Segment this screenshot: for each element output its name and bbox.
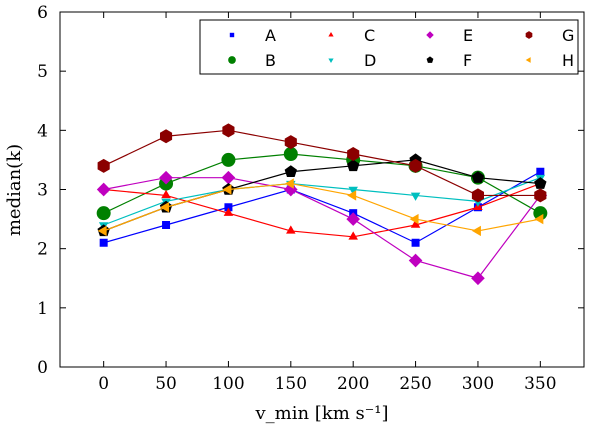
- data-point-g: [159, 129, 173, 144]
- series-g: [97, 123, 547, 203]
- data-point-g: [409, 158, 422, 173]
- legend-item-c: C: [328, 26, 375, 45]
- data-point-b: [96, 206, 111, 221]
- x-tick-label: 50: [155, 374, 177, 394]
- legend-box: [199, 19, 579, 75]
- y-tick-label: 4: [37, 121, 48, 141]
- data-point-f: [471, 171, 485, 183]
- legend-item-g: G: [525, 26, 574, 45]
- series-line-d: [103, 177, 541, 226]
- series-h: [97, 178, 544, 237]
- y-tick-label: 3: [37, 181, 48, 201]
- legend-item-f: F: [426, 51, 472, 70]
- legend-label-d: D: [364, 51, 376, 70]
- x-tick-label: 150: [275, 374, 307, 394]
- series-line-a: [103, 171, 541, 244]
- legend-label-a: A: [265, 26, 276, 45]
- data-point-a: [224, 203, 233, 212]
- data-point-b: [283, 147, 298, 161]
- legend-label-e: E: [463, 26, 473, 45]
- data-point-d: [348, 186, 358, 195]
- y-tick-label: 1: [37, 299, 48, 319]
- data-point-c: [286, 225, 296, 234]
- data-point-c: [223, 207, 234, 216]
- legend-label-f: F: [463, 51, 472, 70]
- legend-item-b: B: [228, 51, 276, 70]
- legend-marker-d: [328, 58, 334, 64]
- x-tick-label: 300: [462, 374, 494, 394]
- data-point-e: [283, 182, 298, 197]
- x-tick-label: 350: [524, 374, 556, 394]
- data-point-a: [536, 167, 545, 176]
- y-tick-label: 0: [37, 358, 48, 378]
- x-tick-label: 200: [337, 374, 369, 394]
- data-point-g: [222, 123, 235, 138]
- legend-item-e: E: [426, 26, 473, 45]
- data-point-c: [348, 231, 358, 240]
- x-tick-label: 100: [212, 374, 244, 394]
- legend-marker-b: [228, 56, 236, 64]
- data-point-a: [99, 238, 108, 247]
- data-point-c: [410, 219, 421, 228]
- data-point-e: [346, 212, 361, 226]
- legend-label-g: G: [562, 26, 574, 45]
- y-tick-label: 5: [37, 62, 48, 82]
- data-point-g: [347, 147, 360, 161]
- data-point-g: [284, 135, 297, 150]
- data-point-e: [471, 271, 485, 286]
- legend-marker-a: [229, 32, 235, 38]
- data-point-h: [471, 225, 481, 237]
- series-line-e: [103, 177, 541, 279]
- data-point-c: [161, 189, 171, 199]
- legend-marker-g: [525, 31, 533, 39]
- series-e: [96, 170, 548, 286]
- data-point-h: [409, 213, 419, 225]
- series-line-c: [103, 183, 541, 238]
- legend: AB CD EF GH: [199, 19, 579, 75]
- legend-label-h: H: [562, 51, 574, 70]
- legend-marker-f: [426, 56, 434, 63]
- data-point-g: [534, 188, 547, 203]
- data-point-b: [221, 152, 236, 167]
- data-point-h: [347, 190, 357, 201]
- data-point-e: [96, 182, 111, 197]
- data-point-a: [162, 221, 171, 229]
- data-point-e: [408, 253, 423, 268]
- legend-marker-h: [525, 57, 531, 63]
- series-line-g: [103, 129, 541, 197]
- data-point-g: [471, 188, 485, 203]
- data-point-h: [284, 178, 294, 189]
- y-axis-label: median(k): [4, 144, 25, 236]
- y-tick-label: 2: [37, 240, 48, 260]
- data-point-e: [159, 170, 173, 185]
- data-point-d: [410, 192, 421, 201]
- legend-marker-e: [426, 31, 434, 39]
- x-tick-label: 0: [98, 374, 109, 394]
- data-point-e: [221, 170, 236, 185]
- data-point-h: [222, 184, 232, 195]
- data-point-f: [347, 159, 360, 172]
- legend-item-h: H: [525, 51, 574, 70]
- x-tick-label: 250: [399, 374, 431, 394]
- data-point-a: [411, 238, 420, 247]
- data-point-f: [534, 177, 547, 189]
- data-point-f: [284, 165, 297, 178]
- legend-item-a: A: [229, 26, 276, 45]
- legend-item-d: D: [328, 51, 376, 70]
- x-axis-label: v_min [km s⁻¹]: [254, 403, 388, 424]
- series-layer: [96, 123, 548, 286]
- legend-label-c: C: [364, 26, 375, 45]
- legend-marker-c: [328, 31, 334, 37]
- axes-layer: 0 50 100 150 200 250 300 350 0 1 2 3 4 5 6: [37, 3, 585, 394]
- data-point-g: [97, 158, 110, 173]
- data-point-h: [160, 202, 170, 213]
- legend-label-b: B: [265, 51, 276, 70]
- series-line-h: [103, 182, 541, 232]
- series-line-b: [103, 153, 541, 214]
- y-tick-label: 6: [37, 3, 48, 23]
- data-point-b: [533, 206, 548, 221]
- data-point-h: [97, 225, 107, 237]
- data-point-h: [534, 213, 544, 225]
